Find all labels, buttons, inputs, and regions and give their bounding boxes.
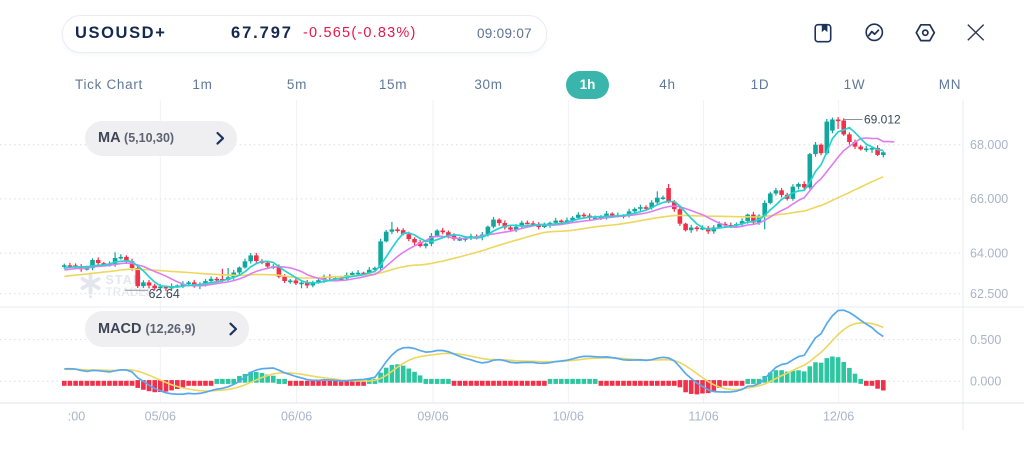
svg-text:64.000: 64.000 (970, 246, 1008, 260)
svg-text:68.000: 68.000 (970, 138, 1008, 152)
svg-text:0.500: 0.500 (970, 333, 1001, 347)
svg-text::00: :00 (68, 410, 85, 424)
svg-text:66.000: 66.000 (970, 192, 1008, 206)
svg-text:10/06: 10/06 (553, 410, 584, 424)
svg-text:69.012: 69.012 (864, 113, 901, 127)
svg-text:STAR: STAR (106, 273, 144, 287)
svg-text:11/06: 11/06 (688, 410, 718, 424)
svg-text:62.64: 62.64 (149, 287, 180, 301)
svg-text:05/06: 05/06 (145, 410, 176, 424)
svg-text:12/06: 12/06 (823, 410, 854, 424)
svg-text:62.500: 62.500 (970, 287, 1008, 301)
svg-text:0.000: 0.000 (970, 375, 1001, 389)
svg-text:09/06: 09/06 (417, 410, 448, 424)
svg-text:06/06: 06/06 (281, 410, 312, 424)
